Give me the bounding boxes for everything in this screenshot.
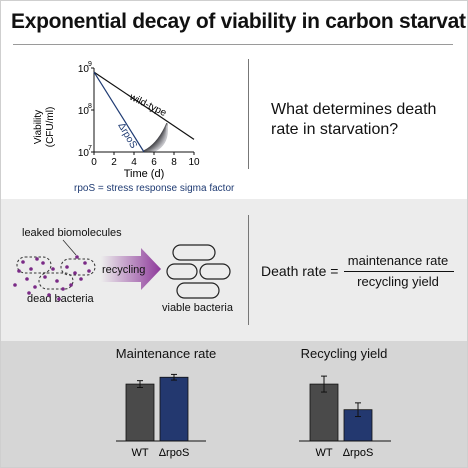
biomolecule-dot	[65, 265, 69, 269]
maintenance-bar	[125, 383, 155, 442]
x-tick-label: 10	[188, 157, 200, 168]
viable-bacterium-shape	[172, 244, 216, 261]
biomolecule-dot	[83, 261, 87, 265]
equation-lhs: Death rate =	[261, 263, 339, 279]
equation-denominator: recycling yield	[357, 274, 439, 289]
biomolecule-dot	[79, 277, 83, 281]
bar-category-label: ΔrpoS	[159, 447, 190, 459]
x-tick-label: 2	[111, 157, 117, 168]
biomolecule-dot	[13, 283, 17, 287]
biomolecule-dot	[73, 271, 77, 275]
maintenance-title: Maintenance rate	[115, 346, 217, 361]
biomolecule-dot	[29, 267, 33, 271]
y-axis-label-line1: Viability	[33, 110, 44, 144]
y-tick-label: 10	[78, 64, 90, 75]
y-tick-exponent: 9	[88, 61, 92, 68]
dead-bacterium-shape	[38, 272, 74, 290]
recycling-arrow	[101, 248, 161, 290]
footnote: rpoS = stress response sigma factor	[74, 183, 235, 194]
recycling-schematic	[13, 239, 231, 301]
leaked-pointer-line	[62, 239, 77, 256]
question-text: What determines death rate in starvation…	[271, 101, 437, 138]
dead-bacterium-shape	[60, 258, 96, 276]
bottom-panel	[1, 341, 467, 467]
series-label-wildtype: wild-type	[127, 91, 169, 119]
y-tick-exponent: 8	[88, 103, 92, 110]
biomolecule-dot	[51, 267, 55, 271]
dead-bacterium-shape	[16, 256, 52, 274]
biomolecule-dot	[61, 287, 65, 291]
biomolecule-dot	[33, 285, 37, 289]
middle-divider	[248, 215, 249, 325]
y-axis-label-line2: (CFU/ml)	[45, 107, 56, 148]
biomolecule-dot	[57, 297, 61, 301]
decay-chart: 10 910 810 70 2 4 6 8 10 Viability (CFU/ml) Time…	[33, 61, 200, 180]
recycling-label: recycling	[102, 264, 146, 276]
middle-panel	[1, 199, 467, 341]
x-tick-label: 6	[151, 157, 157, 168]
top-divider	[248, 59, 249, 169]
bar-charts: WT ΔrpoS WT ΔrpoS	[116, 373, 391, 459]
x-tick-label: 8	[171, 157, 177, 168]
top-panel	[1, 45, 467, 199]
viable-bacterium-shape	[176, 282, 220, 299]
bar-category-label: ΔrpoS	[343, 447, 374, 459]
maintenance-bar	[159, 376, 189, 442]
x-tick-label: 4	[131, 157, 137, 168]
leaked-biomolecules-label: leaked biomolecules	[22, 227, 122, 239]
biomolecule-dot	[27, 291, 31, 295]
title-rule	[13, 44, 453, 45]
viable-bacteria-label: viable bacteria	[162, 302, 233, 314]
recycling-title: Recycling yield	[300, 346, 388, 361]
series-label-rpos: ΔrpoS	[115, 121, 139, 151]
y-tick-label: 10	[78, 106, 90, 117]
y-tick-exponent: 7	[88, 145, 92, 152]
biomolecule-dot	[21, 260, 25, 264]
series-line-rpos	[93, 71, 145, 153]
equation-numerator: maintenance rate	[347, 253, 449, 268]
bar-category-label: WT	[131, 447, 148, 459]
biomolecule-dot	[43, 275, 47, 279]
decay-band-stroke	[154, 126, 168, 152]
page-title: Exponential decay of viability in carbon…	[11, 10, 468, 33]
biomolecule-dot	[87, 269, 91, 273]
x-axis-label: Time (d)	[124, 168, 165, 180]
biomolecule-dot	[25, 277, 29, 281]
biomolecule-dot	[47, 293, 51, 297]
chart-series	[93, 71, 195, 153]
bar-category-label: WT	[315, 447, 332, 459]
title-bar: Exponential decay of viability in carbon…	[1, 1, 467, 45]
biomolecule-dots	[13, 255, 91, 301]
chart-axes: 10 910 810 70 2 4 6 8 10	[78, 61, 200, 168]
x-tick-label: 0	[91, 157, 97, 168]
biomolecule-dot	[55, 279, 59, 283]
viable-bacterium-shape	[199, 263, 231, 280]
biomolecule-dot	[69, 283, 73, 287]
biomolecule-dot	[75, 255, 79, 259]
biomolecule-dot	[17, 269, 21, 273]
series-line-wildtype	[93, 71, 195, 140]
y-tick-label: 10	[78, 148, 90, 159]
biomolecule-dot	[35, 257, 39, 261]
equation-fraction-bar	[344, 271, 454, 272]
biomolecule-dot	[41, 261, 45, 265]
recycling-bar	[309, 383, 339, 442]
viable-bacterium-shape	[166, 263, 198, 280]
